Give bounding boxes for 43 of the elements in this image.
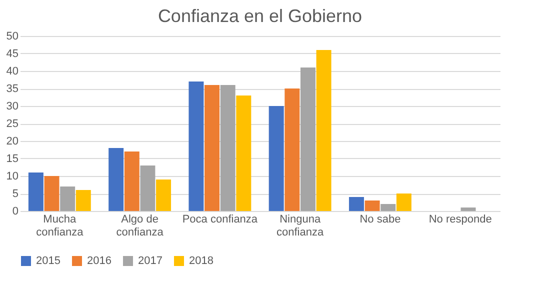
bar: [364, 200, 380, 211]
legend-label: 2016: [87, 255, 112, 267]
bar: [396, 194, 412, 211]
legend-label: 2018: [189, 255, 214, 267]
bar: [140, 166, 156, 211]
bar: [204, 85, 220, 211]
y-tick-label: 35: [6, 83, 18, 95]
y-tick-label: 50: [6, 30, 18, 42]
x-tick-label: Ninguna confianza: [276, 214, 324, 238]
legend-label: 2017: [138, 255, 162, 267]
bar: [60, 186, 76, 211]
bar: [300, 68, 316, 211]
bar: [188, 82, 204, 211]
bar: [28, 172, 44, 211]
y-tick-label: 30: [6, 100, 18, 112]
bar: [380, 204, 396, 211]
y-tick-label: 45: [6, 48, 18, 60]
chart-title: Confianza en el Gobierno: [158, 6, 362, 26]
y-tick-label: 25: [6, 118, 18, 130]
bar: [124, 152, 140, 211]
bar: [284, 88, 300, 211]
x-tick-label: No sabe: [360, 214, 401, 226]
bar: [316, 50, 332, 211]
y-tick-label: 5: [12, 188, 18, 200]
bar: [156, 180, 172, 211]
bar: [220, 85, 236, 211]
bar: [460, 208, 476, 211]
bar: [348, 197, 364, 211]
bar: [76, 190, 91, 211]
legend-label: 2015: [36, 255, 60, 267]
y-tick-label: 15: [6, 153, 18, 165]
bar: [44, 176, 60, 211]
bar: [268, 106, 284, 211]
y-tick-label: 0: [12, 206, 18, 218]
x-tick-label: No responde: [428, 214, 492, 226]
bar: [236, 96, 252, 211]
x-tick-label: Algo de confianza: [116, 214, 164, 238]
y-tick-label: 40: [6, 66, 18, 78]
y-tick-label: 20: [6, 136, 18, 148]
x-tick-label: Poca confianza: [182, 214, 258, 226]
x-tick-label: Mucha confianza: [36, 214, 84, 238]
y-tick-label: 10: [6, 170, 18, 182]
bar: [108, 148, 124, 211]
